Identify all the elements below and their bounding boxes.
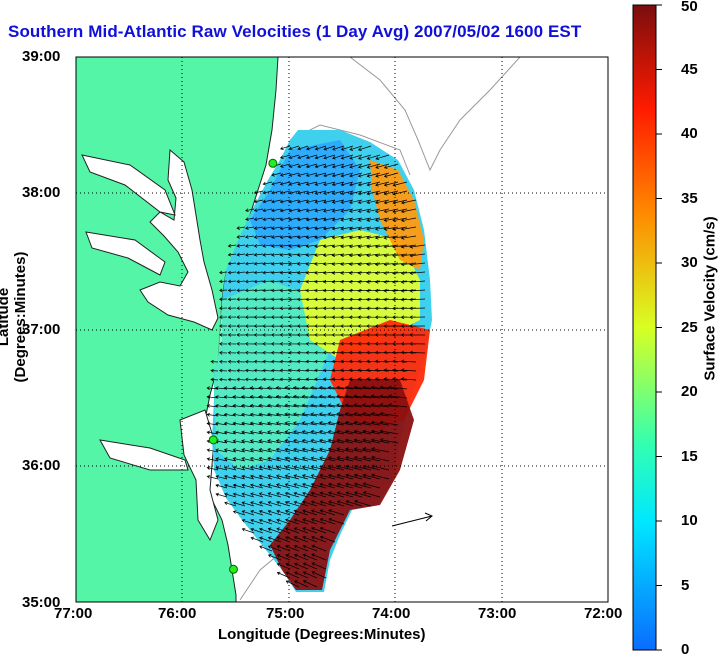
velocity-arrows	[206, 145, 426, 588]
x-tick-label: 75:00	[266, 605, 305, 622]
grid-lines	[76, 57, 608, 602]
x-axis-label: Longitude (Degrees:Minutes)	[218, 626, 426, 643]
bathymetry-contour	[349, 57, 521, 172]
bay-inlet-2	[85, 231, 166, 276]
river-inlet	[99, 439, 189, 471]
velocity-arrow-field	[206, 145, 426, 588]
station-marker	[268, 158, 278, 168]
map-title: Southern Mid-Atlantic Raw Velocities (1 …	[8, 22, 582, 41]
x-tick-label: 76:00	[158, 605, 197, 622]
colorbar-label: Surface Velocity (cm/s)	[701, 216, 719, 381]
colorbar-tick-label: 30	[681, 254, 698, 271]
colorbar-tick-label: 45	[681, 60, 698, 78]
colorbar-ticks	[656, 4, 662, 651]
chesapeake-bay	[139, 148, 219, 331]
y-tick-label: 39:00	[22, 48, 61, 65]
plot-frame	[75, 56, 609, 603]
station-marker	[208, 435, 218, 445]
colorbar-tick-label: 25	[681, 318, 698, 336]
y-axis-label: Latitude (Degrees:Minutes)	[0, 251, 29, 383]
colorbar	[632, 4, 657, 651]
y-tick-label: 36:00	[22, 457, 61, 474]
bay-inlet-1	[81, 154, 176, 216]
y-tick-label: 35:00	[22, 594, 61, 611]
colorbar-tick-label: 10	[681, 512, 698, 529]
colorbar-tick-label: 20	[681, 383, 698, 400]
colorbar-tick-label: 35	[681, 189, 698, 207]
velocity-arrow	[391, 512, 433, 527]
y-tick-label: 37:00	[22, 321, 61, 338]
colorbar-tick-label: 15	[681, 447, 698, 465]
x-tick-label: 73:00	[478, 605, 517, 622]
x-tick-label: 77:00	[54, 605, 93, 622]
station-marker	[228, 564, 238, 574]
x-tick-label: 74:00	[372, 605, 411, 622]
colorbar-tick-label: 5	[681, 576, 690, 594]
x-tick-label: 72:00	[584, 605, 623, 622]
station-markers	[208, 158, 278, 574]
colorbar-tick-label: 40	[681, 125, 698, 142]
colorbar-tick-label: 0	[681, 641, 690, 658]
y-tick-label: 38:00	[22, 184, 61, 201]
colorbar-tick-label: 50	[681, 0, 698, 15]
velocity-zone-orange	[370, 160, 424, 270]
